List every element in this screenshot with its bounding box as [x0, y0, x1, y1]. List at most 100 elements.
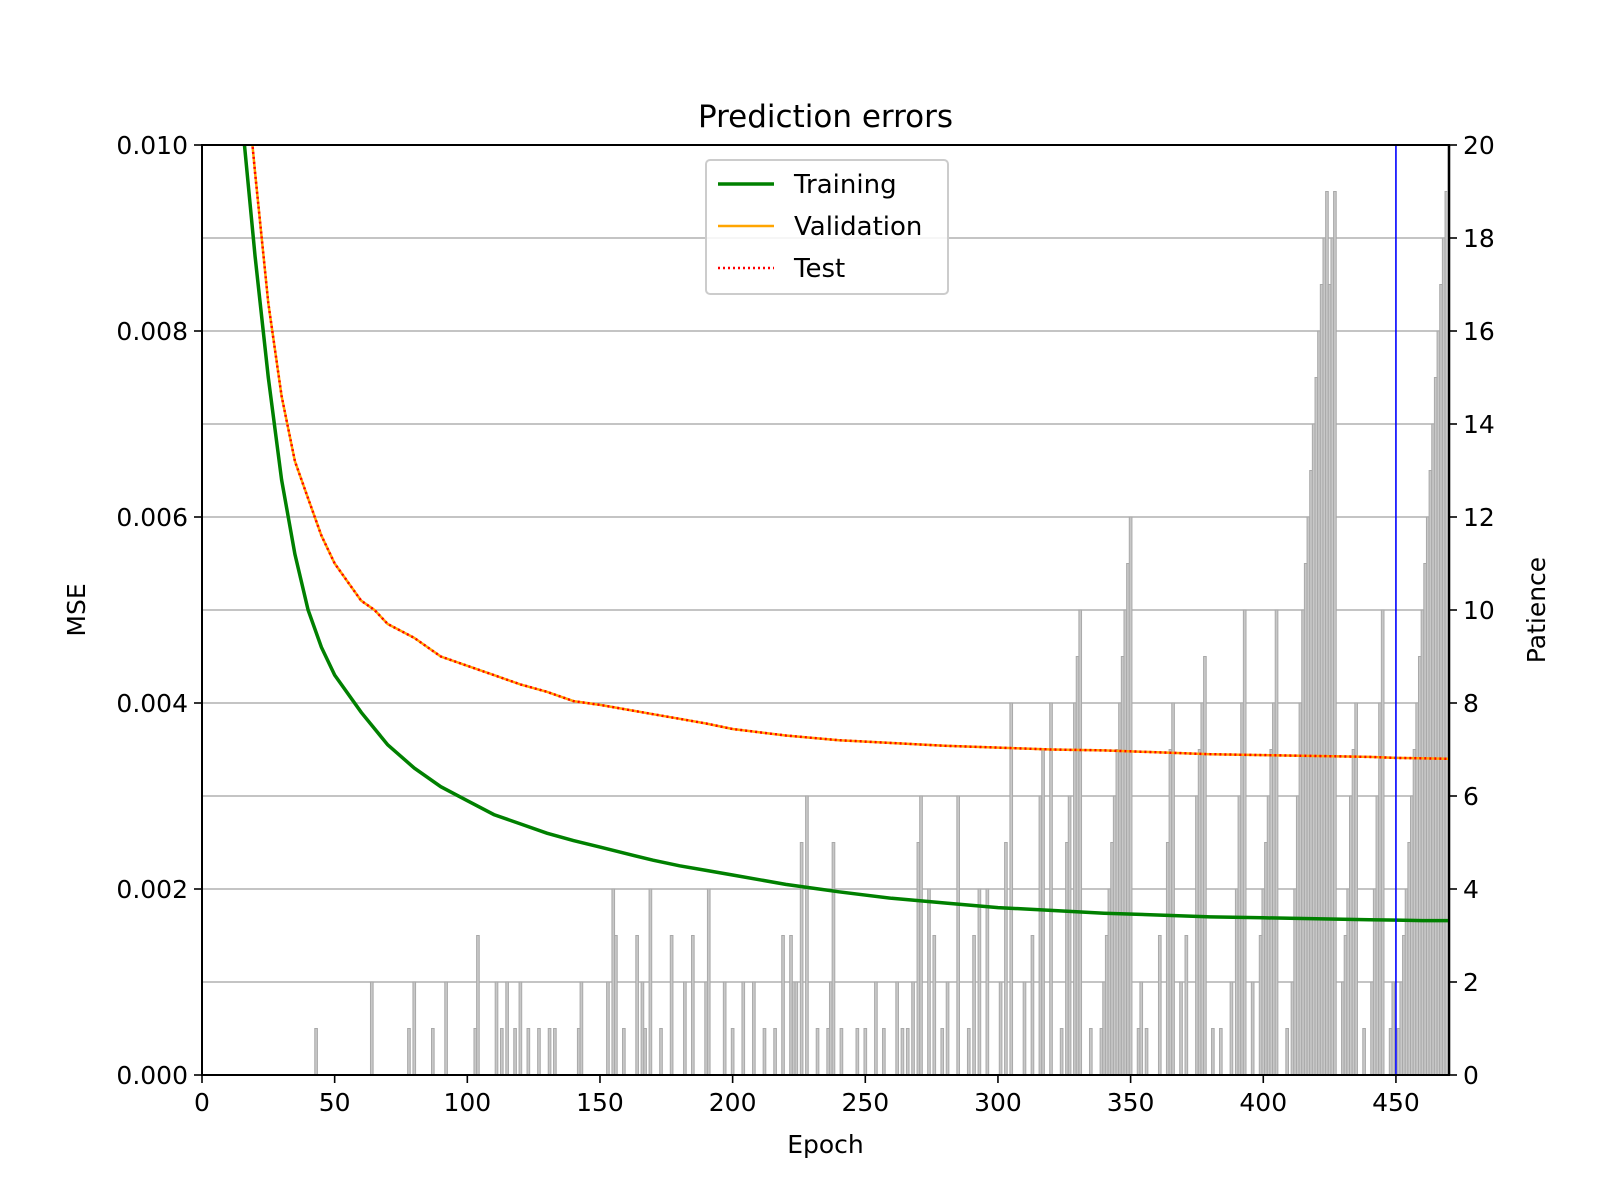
patience-bar [985, 888, 990, 1076]
y2-tick-label: 12 [1463, 503, 1495, 532]
patience-bar [1285, 1028, 1289, 1076]
patience-bar [1242, 609, 1247, 1076]
x-tick-label: 300 [974, 1088, 1022, 1117]
patience-bar [1009, 702, 1014, 1076]
patience-bar [476, 935, 480, 1076]
x-tick-label: 150 [576, 1088, 624, 1117]
patience-bar [369, 981, 374, 1076]
patience-bar [1179, 981, 1183, 1076]
patience-bar [794, 981, 799, 1076]
patience-bar [805, 795, 809, 1076]
y2-tick-label: 4 [1463, 875, 1479, 904]
patience-bar [518, 981, 523, 1076]
patience-bar [831, 842, 836, 1076]
patience-bar [730, 1028, 735, 1076]
patience-bar [1157, 935, 1162, 1076]
y-tick-label: 0.008 [116, 317, 188, 346]
patience-bar [1030, 935, 1035, 1076]
y2-tick-label: 20 [1463, 131, 1495, 160]
chart-title: Prediction errors [698, 99, 953, 135]
patience-bar [977, 888, 982, 1076]
patience-bar [1362, 1028, 1366, 1076]
legend-box [705, 159, 949, 295]
y2-tick-label: 8 [1463, 689, 1479, 718]
y-tick-label: 0.006 [116, 503, 188, 532]
y-tick-label: 0.000 [116, 1061, 188, 1090]
patience-bar [1004, 842, 1008, 1076]
patience-bar [444, 981, 448, 1076]
patience-bar [799, 842, 804, 1076]
error-series [242, 145, 1449, 923]
patience-bar [643, 1028, 647, 1076]
y2-tick-label: 0 [1463, 1061, 1479, 1090]
patience-bar [966, 1028, 971, 1076]
patience-bar [945, 981, 950, 1076]
patience-bar [773, 1028, 777, 1076]
patience-bar [1211, 1028, 1215, 1076]
patience-bar [855, 1028, 860, 1076]
x-tick-label: 400 [1239, 1088, 1287, 1117]
x-axis-label: Epoch [787, 1130, 864, 1159]
patience-bar [882, 1028, 886, 1076]
patience-bar [494, 981, 499, 1076]
patience-bar [648, 888, 653, 1076]
patience-bar [895, 981, 899, 1076]
y-tick-label: 0.010 [116, 131, 188, 160]
patience-bar [998, 981, 1003, 1076]
x-tick-label: 100 [443, 1088, 491, 1117]
patience-bar [314, 1028, 318, 1076]
y2-tick-label: 16 [1463, 317, 1495, 346]
patience-bar [1041, 749, 1045, 1076]
legend-label-validation: Validation [794, 212, 922, 242]
patience-bar [762, 1028, 767, 1076]
x-tick-label: 50 [319, 1088, 351, 1117]
patience-bar [1203, 656, 1207, 1076]
y2-tick-label: 6 [1463, 782, 1479, 811]
patience-bar [635, 935, 639, 1076]
patience-bar [622, 1028, 626, 1076]
patience-bar [839, 1028, 844, 1076]
x-axis-ticks: 0 50 100 150 200 250 300 350 400 450 [194, 1075, 1420, 1117]
y2-tick-label: 10 [1463, 596, 1495, 625]
patience-bar [815, 1028, 820, 1076]
x-tick-label: 350 [1107, 1088, 1155, 1117]
patience-bar [722, 981, 727, 1076]
patience-bar [1022, 981, 1027, 1076]
patience-bar [579, 981, 584, 1076]
legend: Training Validation Test [705, 159, 949, 295]
series-line-test [251, 145, 1449, 761]
patience-bar [932, 935, 937, 1076]
patience-bar [1274, 609, 1279, 1076]
patience-bar [1059, 1028, 1064, 1076]
patience-bar [1380, 609, 1385, 1076]
series-line-training [242, 145, 1449, 923]
patience-bar [537, 1028, 541, 1076]
patience-bar [1391, 981, 1396, 1076]
patience-bar [911, 981, 915, 1076]
patience-bar [526, 1028, 531, 1076]
patience-bar [683, 981, 687, 1076]
patience-bar [1067, 795, 1072, 1076]
patience-bar [407, 1028, 411, 1076]
legend-label-training: Training [793, 170, 897, 200]
x-tick-label: 250 [841, 1088, 889, 1117]
patience-bar [900, 1028, 905, 1076]
patience-bar [927, 888, 931, 1076]
patience-bars [314, 144, 1451, 1076]
y-tick-label: 0.002 [116, 875, 188, 904]
patience-bar [905, 1028, 910, 1076]
y2-axis-ticks: 0 2 4 6 8 10 12 14 16 18 20 [1449, 131, 1495, 1090]
patience-bar [741, 981, 746, 1076]
patience-bar [706, 888, 711, 1076]
patience-bar [412, 981, 417, 1076]
y2-tick-label: 2 [1463, 968, 1479, 997]
patience-bar [1218, 1028, 1223, 1076]
patience-bar [781, 935, 785, 1076]
patience-bar [505, 981, 509, 1076]
y2-tick-label: 14 [1463, 410, 1495, 439]
patience-bar [1250, 981, 1255, 1076]
patience-bar [691, 935, 695, 1076]
patience-bar [874, 981, 878, 1076]
